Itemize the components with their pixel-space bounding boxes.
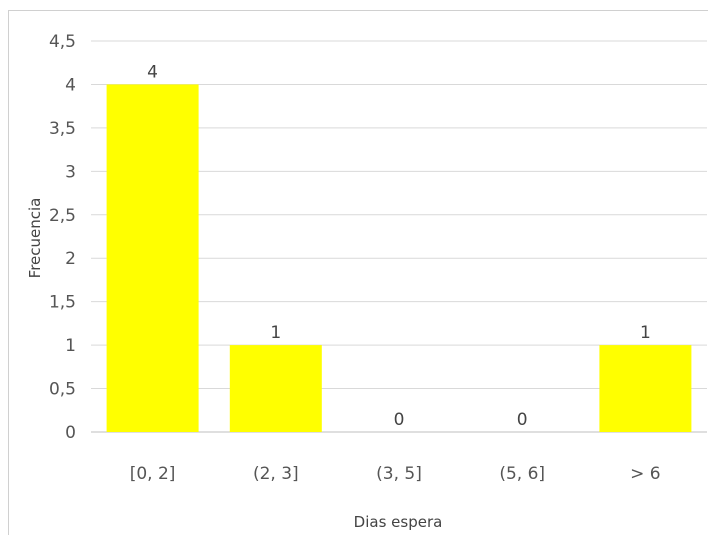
x-tick-labels: [0, 2] (2, 3] (3, 5] (5, 6] > 6 — [130, 464, 661, 484]
gridlines — [91, 40, 707, 433]
chart-frame — [8, 10, 708, 535]
bar — [599, 345, 692, 432]
data-label: 1 — [640, 323, 651, 343]
data-label: 1 — [270, 323, 281, 343]
x-tick-label: (5, 6] — [499, 464, 545, 484]
bars — [106, 84, 692, 432]
x-axis-title: Dias espera — [354, 513, 443, 531]
bar — [106, 84, 199, 432]
data-label: 0 — [517, 410, 528, 430]
y-tick-label: 1 — [65, 336, 76, 356]
y-tick-label: 4,5 — [49, 32, 76, 52]
y-tick-label: 3 — [65, 162, 76, 182]
y-tick-label: 3,5 — [49, 119, 76, 139]
y-tick-label: 1,5 — [49, 293, 76, 313]
y-tick-label: 0,5 — [49, 380, 76, 400]
data-label: 0 — [394, 410, 405, 430]
x-tick-label: (2, 3] — [253, 464, 299, 484]
y-axis-title: Frecuencia — [26, 198, 44, 279]
x-tick-label: (3, 5] — [376, 464, 422, 484]
data-labels: 4 1 0 0 1 — [147, 62, 651, 430]
bar — [229, 345, 322, 432]
x-tick-label: [0, 2] — [130, 464, 176, 484]
x-tick-label: > 6 — [630, 464, 660, 484]
y-tick-labels: 0 0,5 1 1,5 2 2,5 3 3,5 4 4,5 — [49, 32, 76, 443]
y-tick-label: 2 — [65, 249, 76, 269]
y-tick-label: 4 — [65, 75, 76, 95]
y-tick-label: 0 — [65, 423, 76, 443]
y-tick-label: 2,5 — [49, 206, 76, 226]
data-label: 4 — [147, 62, 158, 82]
